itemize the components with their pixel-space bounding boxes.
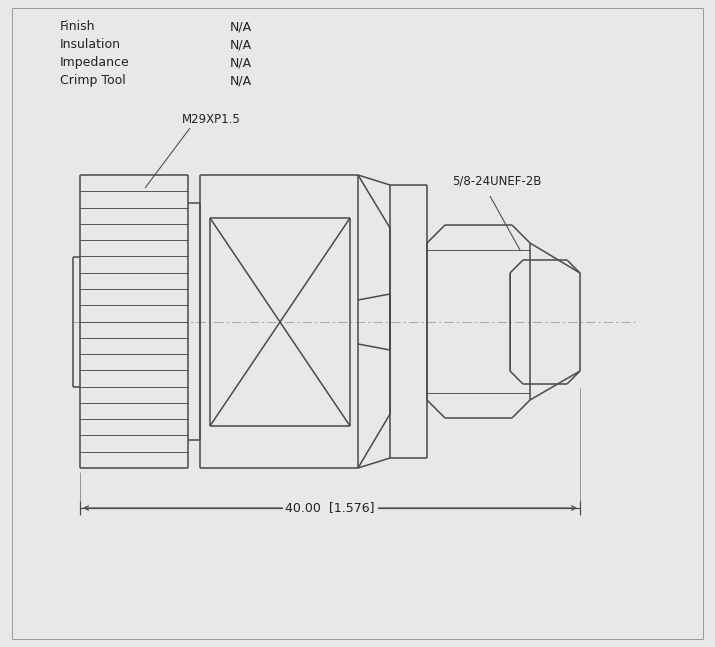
Text: N/A: N/A — [230, 74, 252, 87]
Text: N/A: N/A — [230, 38, 252, 51]
Text: Crimp Tool: Crimp Tool — [60, 74, 126, 87]
Text: N/A: N/A — [230, 20, 252, 33]
Text: 40.00  [1.576]: 40.00 [1.576] — [285, 501, 375, 514]
Text: Insulation: Insulation — [60, 38, 121, 51]
Text: M29XP1.5: M29XP1.5 — [182, 113, 241, 126]
Text: Impedance: Impedance — [60, 56, 129, 69]
Text: Finish: Finish — [60, 20, 96, 33]
Text: N/A: N/A — [230, 56, 252, 69]
Text: 5/8-24UNEF-2B: 5/8-24UNEF-2B — [452, 175, 541, 188]
